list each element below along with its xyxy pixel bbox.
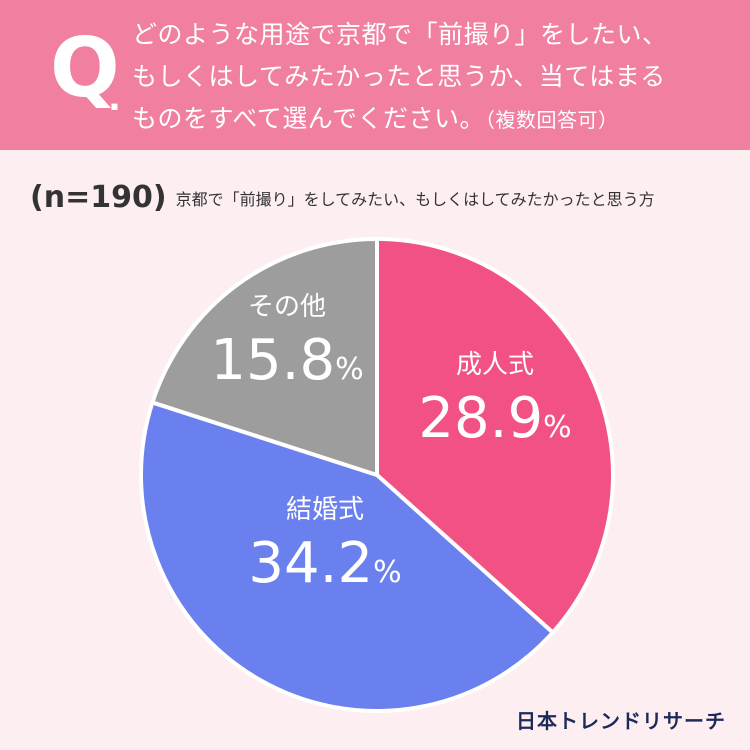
question-header: Q . どのような用途で京都で「前撮り」をしたい、 もしくはしてみたかったと思う… [0,0,750,150]
pie-slice-1 [375,237,615,635]
question-line-3: ものをすべて選んでください。（複数回答可） [132,98,732,141]
pie-slice-3 [150,237,379,477]
pie-slice-2 [139,400,555,713]
sample-size: (n=190) [30,180,167,215]
slice-label-3: その他 [248,292,326,322]
slice-value-2: 34.2% [248,531,401,596]
question-text: どのような用途で京都で「前撮り」をしたい、 もしくはしてみたかったと思うか、当て… [132,14,732,141]
brand-logo: 日本トレンドリサーチ [516,709,726,733]
question-note: （複数回答可） [485,108,619,132]
slice-label-2: 結婚式 [286,495,364,525]
slice-value-1: 28.9% [418,386,571,451]
q-dot: . [108,79,121,119]
question-line-3-text: ものをすべて選んでください。 [132,104,486,133]
question-line-1: どのような用途で京都で「前撮り」をしたい、 [132,20,668,49]
respondent-description: 京都で「前撮り」をしてみたい、もしくはしてみたかったと思う方 [175,189,655,209]
question-line-2: もしくはしてみたかったと思うか、当てはまる [132,62,666,91]
q-mark: Q [50,21,120,116]
slice-value-3: 15.8% [210,328,363,393]
slice-label-1: 成人式 [456,350,534,380]
chart-subtitle: (n=190) 京都で「前撮り」をしてみたい、もしくはしてみたかったと思う方 [30,180,730,215]
